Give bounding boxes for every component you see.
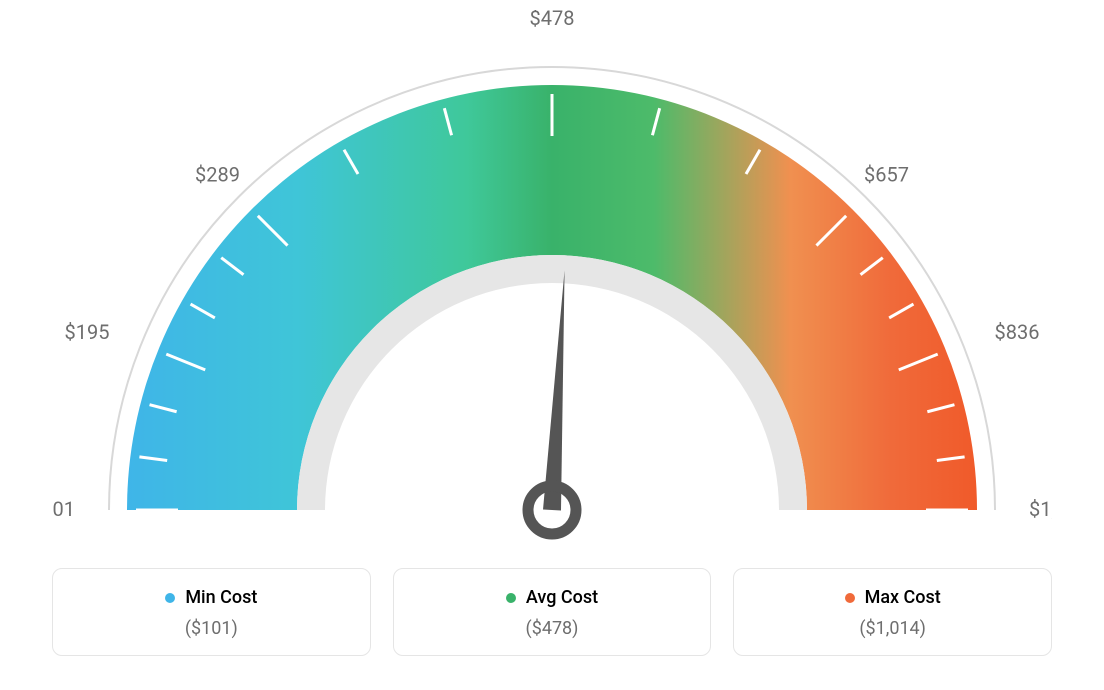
min-cost-label: Min Cost <box>185 587 257 608</box>
min-cost-value: ($101) <box>63 618 360 639</box>
min-cost-card: Min Cost ($101) <box>52 568 371 656</box>
avg-cost-title: Avg Cost <box>506 587 598 608</box>
max-cost-card: Max Cost ($1,014) <box>733 568 1052 656</box>
svg-text:$836: $836 <box>995 320 1040 344</box>
avg-cost-card: Avg Cost ($478) <box>393 568 712 656</box>
svg-text:$1,014: $1,014 <box>1029 497 1052 521</box>
svg-text:$289: $289 <box>195 163 240 187</box>
avg-cost-label: Avg Cost <box>526 587 598 608</box>
max-cost-value: ($1,014) <box>744 618 1041 639</box>
min-cost-title: Min Cost <box>165 587 257 608</box>
gauge-svg: $101 $195 $289 $478 $657 $836 $1,014 <box>52 10 1052 570</box>
svg-text:$195: $195 <box>64 320 109 344</box>
svg-text:$478: $478 <box>530 10 575 30</box>
legend-row: Min Cost ($101) Avg Cost ($478) Max Cost… <box>52 568 1052 656</box>
max-cost-title: Max Cost <box>845 587 941 608</box>
svg-text:$101: $101 <box>52 497 75 521</box>
avg-cost-value: ($478) <box>404 618 701 639</box>
min-cost-dot <box>165 593 175 603</box>
cost-gauge: $101 $195 $289 $478 $657 $836 $1,014 <box>52 10 1052 570</box>
max-cost-label: Max Cost <box>865 587 941 608</box>
svg-text:$657: $657 <box>864 163 909 187</box>
max-cost-dot <box>845 593 855 603</box>
avg-cost-dot <box>506 593 516 603</box>
